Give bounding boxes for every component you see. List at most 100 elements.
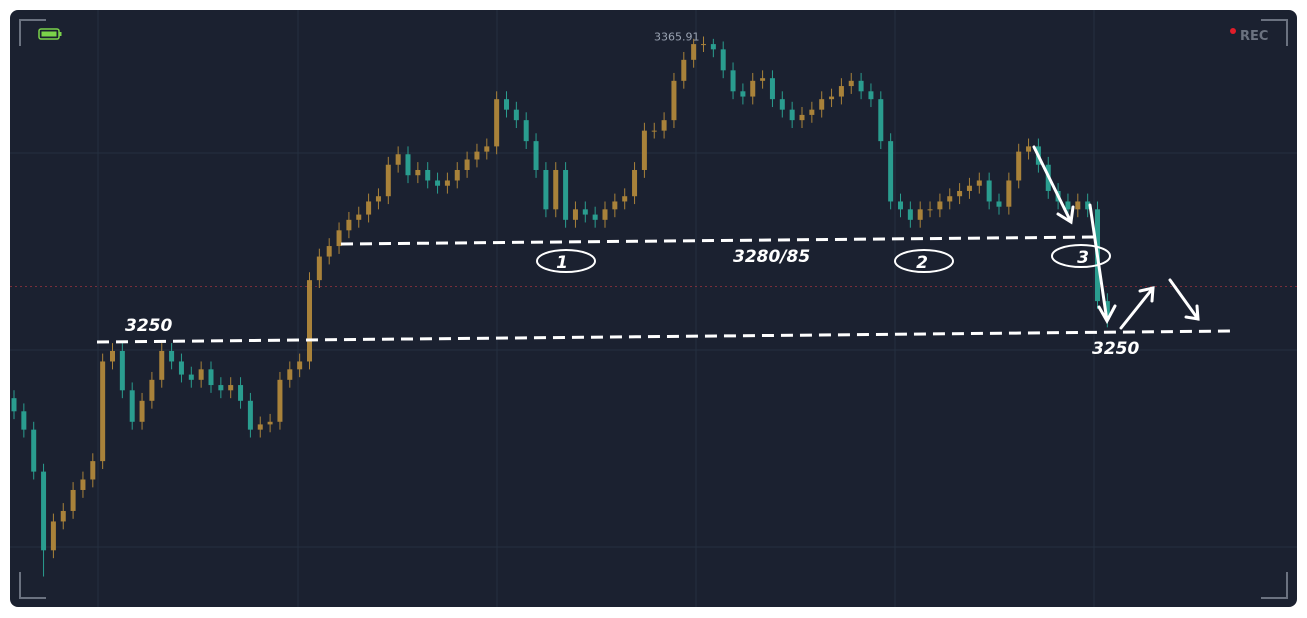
corner: [19, 19, 46, 46]
candle-body: [188, 374, 194, 380]
rec-label: REC: [1240, 29, 1268, 44]
candle-body: [710, 44, 716, 50]
arrows: [1032, 145, 1200, 330]
candle-body: [149, 379, 155, 401]
candle-body: [651, 130, 657, 132]
candle-body: [858, 80, 864, 92]
candle-body: [31, 429, 37, 472]
candle-body: [287, 369, 293, 380]
resistance-line: [340, 235, 1101, 246]
candle-body: [868, 91, 874, 100]
candle-body: [228, 385, 234, 391]
annotation: 3: [1077, 248, 1089, 268]
candle-body: [198, 369, 204, 380]
candle-body: [888, 141, 894, 202]
candle-body: [238, 385, 244, 401]
corner: [19, 572, 46, 599]
candle-body: [326, 246, 332, 257]
rec-dot: [1230, 28, 1236, 34]
corner: [1261, 19, 1288, 46]
battery-icon: [38, 28, 62, 40]
candle-body: [277, 379, 283, 422]
candle-body: [405, 154, 411, 176]
ellipse: [894, 249, 954, 273]
candle-body: [996, 201, 1002, 207]
high-label: 3365.91: [654, 30, 700, 43]
candle-body: [336, 230, 342, 247]
candle-body: [41, 471, 47, 551]
ellipses: [536, 244, 1111, 273]
candle-body: [632, 169, 638, 197]
candle-body: [740, 91, 746, 97]
candle-body: [385, 164, 391, 197]
candle-body: [720, 49, 726, 71]
arrow: [1032, 145, 1075, 225]
candle-body: [523, 120, 529, 142]
candle-body: [129, 390, 135, 422]
candle-body: [425, 169, 431, 181]
candle-body: [809, 109, 815, 115]
candle-body: [533, 141, 539, 170]
candle-body: [267, 421, 273, 425]
candle-body: [169, 350, 175, 362]
candle-body: [1085, 201, 1091, 210]
candle-body: [937, 201, 943, 210]
candle-body: [602, 209, 608, 220]
candle-body: [681, 59, 687, 81]
candle-body: [563, 169, 569, 220]
candle-body: [1006, 180, 1012, 207]
candle-body: [1026, 146, 1032, 152]
corner: [1261, 572, 1288, 599]
candle-body: [582, 209, 588, 215]
arrow: [1088, 203, 1117, 325]
candle-body: [178, 361, 184, 375]
candle-body: [819, 99, 825, 110]
candle-body: [661, 120, 667, 131]
candle-body: [11, 398, 17, 412]
battery-level: [41, 31, 57, 37]
candle-body: [612, 201, 618, 210]
annotation: 3250: [1092, 339, 1139, 359]
ellipse: [1051, 244, 1111, 268]
candle-body: [100, 361, 106, 462]
candle-body: [838, 86, 844, 97]
candle-body: [572, 209, 578, 220]
candle-body: [907, 209, 913, 220]
support-lines: [96, 235, 1234, 344]
candle-body: [927, 209, 933, 211]
candle-body: [257, 424, 263, 430]
corner-brackets: [19, 19, 1288, 599]
candle-body: [878, 99, 884, 142]
candle-body: [395, 154, 401, 165]
candle-body: [671, 80, 677, 121]
candle-body: [366, 201, 372, 215]
candle-body: [247, 400, 253, 430]
candle-body: [346, 219, 352, 231]
arrow: [1168, 278, 1200, 321]
candle-body: [139, 400, 145, 422]
battery-outline: [38, 28, 60, 40]
candle-body: [484, 146, 490, 152]
candle-body: [90, 461, 96, 480]
candle-body: [474, 151, 480, 160]
candle-body: [1065, 201, 1071, 210]
annotation: 3250: [125, 316, 172, 336]
candle-body: [1104, 301, 1110, 320]
candle-body: [701, 44, 706, 46]
candle-body: [622, 196, 628, 202]
candle-body: [779, 99, 785, 110]
candle-body: [553, 169, 559, 210]
candle-body: [641, 130, 647, 170]
candle-body: [1075, 201, 1081, 210]
annotation: 1: [556, 253, 568, 273]
candle-body: [50, 521, 56, 551]
candle-body: [543, 169, 549, 210]
candle-body: [976, 180, 982, 186]
candle-body: [218, 385, 224, 391]
candle-body: [454, 169, 460, 181]
candle-body: [415, 169, 421, 176]
candle-body: [848, 80, 854, 87]
battery-tip: [59, 32, 62, 36]
candle-body: [957, 190, 963, 197]
candle-body: [898, 201, 903, 210]
